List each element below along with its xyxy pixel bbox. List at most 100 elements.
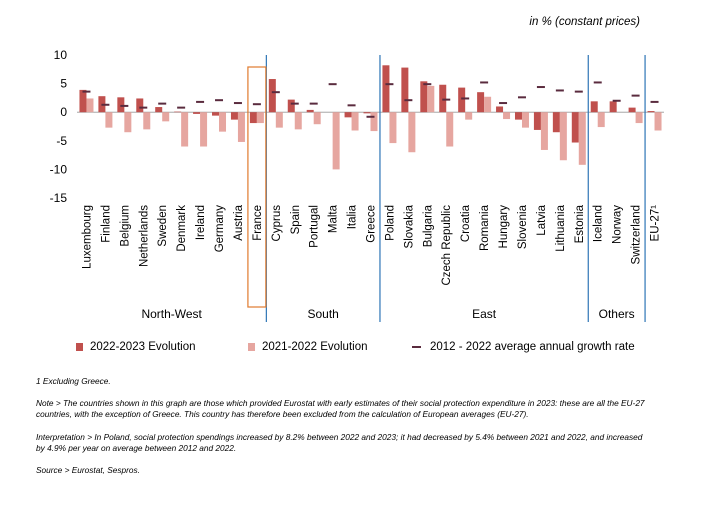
bar-2022-2023 [287, 99, 295, 113]
category-label: Luxembourg [81, 205, 93, 269]
legend-swatch-2023 [76, 343, 83, 351]
bar-2021-2022 [389, 112, 397, 144]
bar-2022-2023 [533, 112, 541, 130]
legend-label-avg: 2012 - 2022 average annual growth rate [430, 341, 635, 353]
category-label: Italia [347, 204, 359, 229]
bar-2021-2022 [275, 112, 283, 128]
category-label: France [252, 205, 264, 241]
category-label: Lithuania [555, 204, 567, 251]
category-label: Croatia [460, 204, 472, 242]
group-label: East [472, 307, 497, 321]
bar-2022-2023 [193, 112, 201, 114]
bar-2021-2022 [370, 112, 378, 132]
bar-2021-2022 [654, 112, 662, 131]
category-label: Romania [479, 204, 491, 251]
footnote: 1 Excluding Greece. [36, 376, 111, 386]
category-label: Hungary [498, 205, 510, 249]
legend-marker-avg [412, 345, 421, 349]
bar-2021-2022 [313, 112, 321, 125]
bar-2022-2023 [344, 112, 352, 118]
bar-2022-2023 [647, 111, 655, 113]
category-label: Cyprus [271, 205, 283, 242]
bar-2022-2023 [306, 109, 314, 113]
bar-2022-2023 [249, 112, 257, 124]
legend-label-2023: 2022-2023 Evolution [90, 341, 196, 353]
bar-2022-2023 [268, 79, 276, 113]
bar-2021-2022 [427, 85, 435, 113]
bar-2021-2022 [200, 112, 208, 147]
bar-2021-2022 [503, 112, 511, 120]
bar-2021-2022 [635, 112, 643, 124]
bar-2021-2022 [446, 112, 454, 147]
category-label: Portugal [309, 205, 321, 248]
bar-2022-2023 [590, 101, 598, 113]
legend-item-2023: 2022-2023 Evolution [76, 341, 196, 353]
bar-2022-2023 [401, 67, 409, 113]
bar-2021-2022 [559, 112, 567, 161]
bar-2021-2022 [105, 112, 113, 128]
y-tick-label: 0 [60, 105, 67, 119]
category-label: Norway [612, 205, 624, 244]
interpretation-text: Interpretation > In Poland, social prote… [36, 431, 643, 453]
bar-2021-2022 [540, 112, 548, 150]
legend-swatch-2022 [248, 343, 255, 351]
bar-2022-2023 [628, 107, 636, 113]
bar-2021-2022 [332, 112, 340, 170]
category-label: Netherlands [138, 205, 150, 267]
group-label: Others [599, 307, 635, 321]
category-label: Sweden [157, 205, 169, 247]
bar-2022-2023 [230, 112, 238, 120]
category-label: Austria [233, 204, 245, 240]
bar-2022-2023 [514, 112, 522, 120]
chart: -15 -10 -5 0 5 10 Luxembourg Finland Belgium Neth… [50, 48, 664, 322]
bar-2022-2023 [439, 84, 447, 113]
category-label: Malta [328, 204, 340, 233]
bar-2022-2023 [79, 89, 87, 113]
note-text: Note > The countries shown in this graph… [36, 398, 645, 420]
bar-2021-2022 [86, 98, 94, 113]
bar-2022-2023 [477, 92, 485, 113]
bar-2022-2023 [136, 98, 144, 113]
category-label: Czech Republic [441, 205, 453, 286]
source-text: Source > Eurostat, Sespros. [36, 465, 140, 476]
bar-2021-2022 [219, 112, 227, 132]
bar-2021-2022 [256, 112, 264, 124]
category-label: Poland [384, 205, 396, 241]
category-label: Denmark [176, 205, 188, 252]
category-label: Spain [290, 205, 302, 234]
legend-item-avg: 2012 - 2022 average annual growth rate [412, 341, 635, 353]
bar-2022-2023 [458, 87, 466, 113]
group-label: South [307, 307, 338, 321]
bar-2021-2022 [484, 96, 492, 113]
bar-2021-2022 [408, 112, 416, 153]
y-tick-label: -15 [50, 191, 68, 205]
bar-2021-2022 [124, 112, 132, 133]
france-highlight-box [247, 66, 267, 308]
bar-2021-2022 [181, 112, 189, 147]
bar-2022-2023 [212, 112, 220, 116]
bar-2021-2022 [521, 112, 529, 128]
bar-2021-2022 [465, 112, 473, 120]
bar-2022-2023 [420, 81, 428, 113]
y-tick-label: 10 [54, 48, 68, 62]
bar-2021-2022 [597, 112, 605, 128]
category-label: Switzerland [631, 205, 643, 264]
bar-2021-2022 [237, 112, 245, 142]
category-label: Finland [100, 205, 112, 243]
category-label: Belgium [119, 205, 131, 247]
bar-2021-2022 [294, 112, 302, 130]
bar-2022-2023 [496, 106, 504, 113]
bar-2022-2023 [609, 101, 617, 113]
category-label: EU-27¹ [650, 205, 662, 242]
y-tick-label: 5 [60, 77, 67, 91]
unit-label: in % (constant prices) [529, 16, 640, 28]
bar-2022-2023 [155, 107, 163, 113]
category-label: Slovakia [403, 204, 415, 248]
group-label: North-West [141, 307, 202, 321]
bar-2022-2023 [571, 112, 579, 143]
bar-2021-2022 [143, 112, 151, 130]
category-label: Slovenia [517, 204, 529, 249]
category-label: Germany [214, 205, 226, 253]
notes: 1 Excluding Greece. Note > The countries… [36, 376, 646, 487]
bar-2022-2023 [174, 111, 182, 113]
